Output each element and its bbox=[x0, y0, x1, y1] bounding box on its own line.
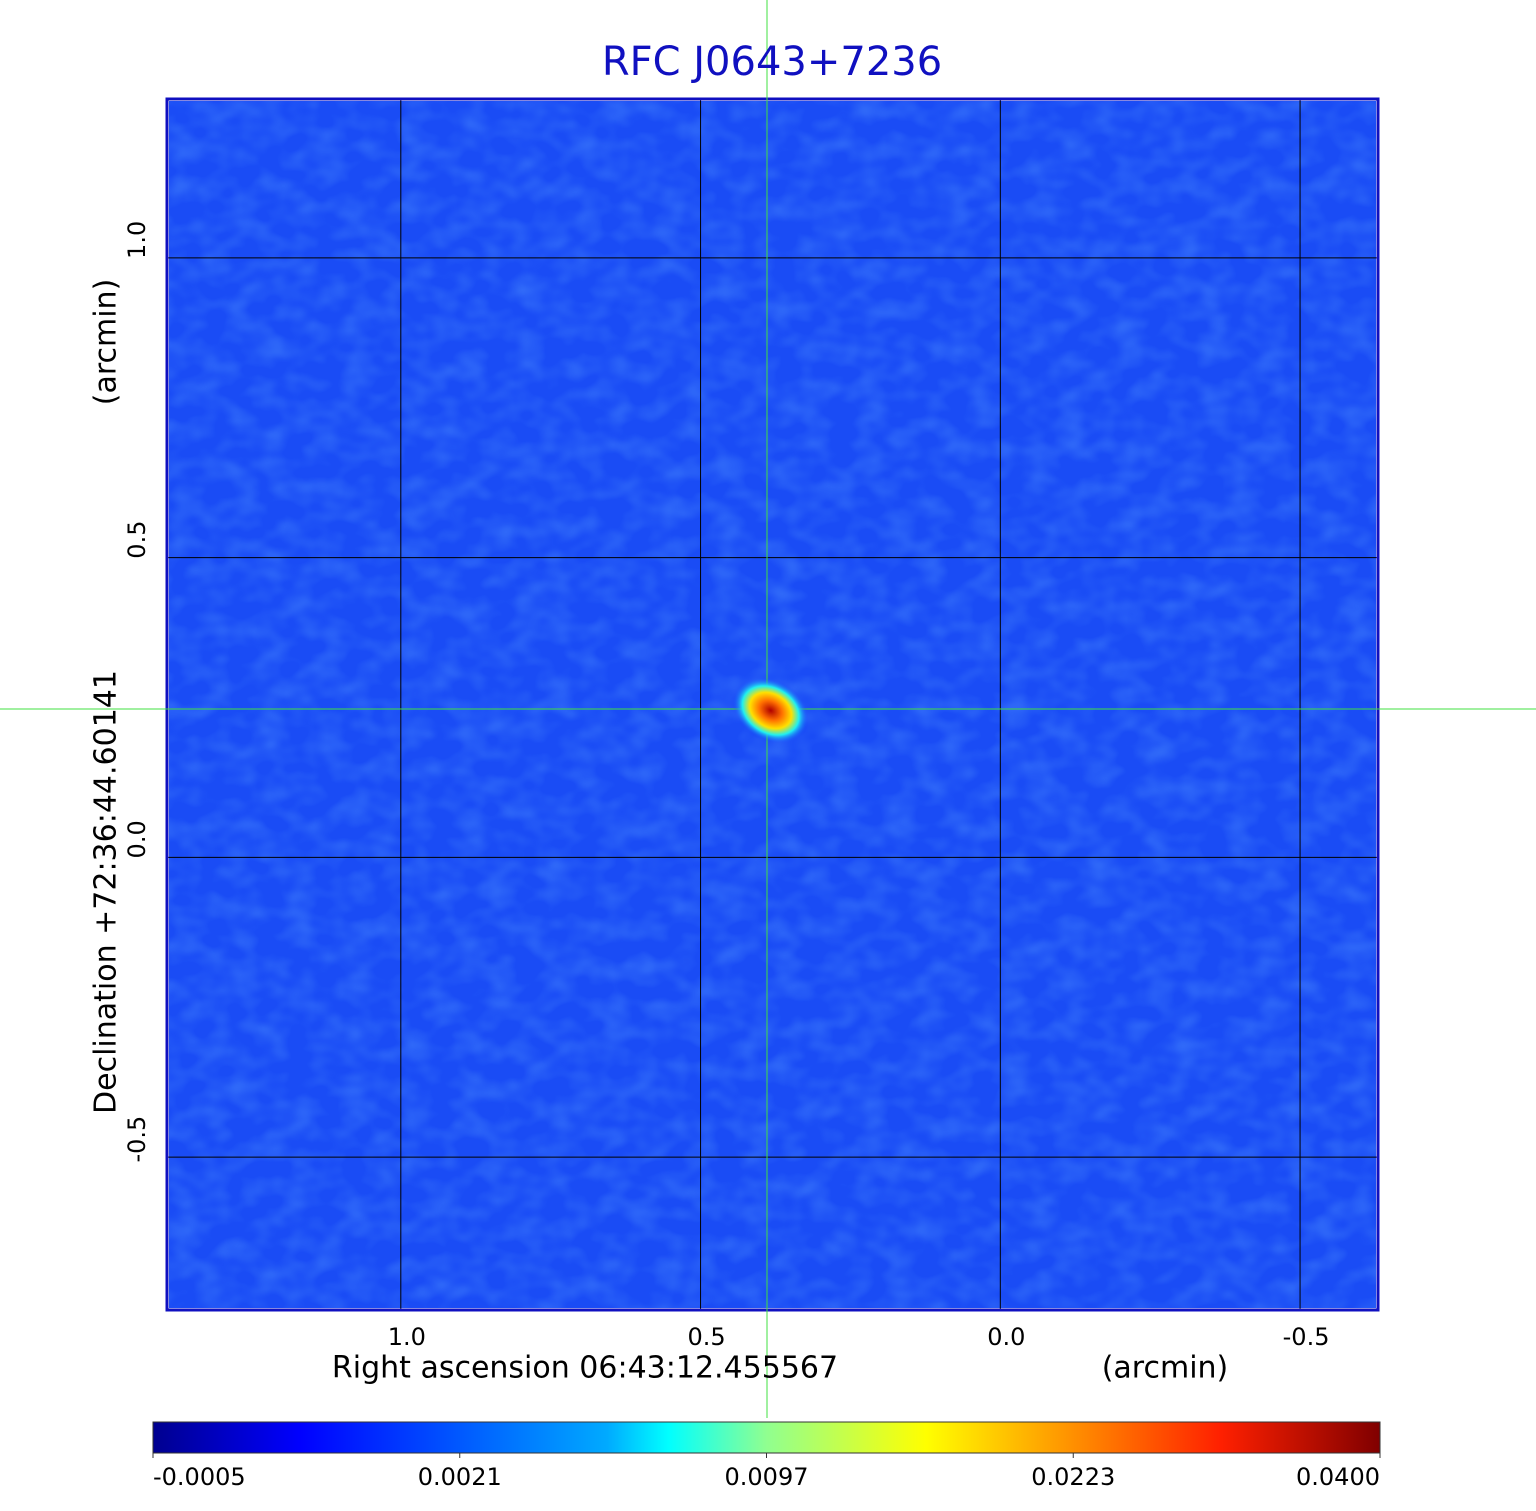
x-axis-label: Right ascension 06:43:12.455567 bbox=[332, 1351, 838, 1386]
y-tick-label: 1.0 bbox=[123, 221, 151, 259]
x-tick-label: 0.5 bbox=[687, 1323, 725, 1351]
colorbar-tick-label: -0.0005 bbox=[153, 1463, 246, 1491]
x-tick-label: 0.0 bbox=[987, 1323, 1025, 1351]
y-tick-label: 0.5 bbox=[123, 521, 151, 559]
colorbar-tick-label: 0.0223 bbox=[1031, 1463, 1115, 1491]
y-tick-label: 0.0 bbox=[123, 820, 151, 858]
colorbar-tick-label: 0.0021 bbox=[418, 1463, 502, 1491]
x-axis-unit: (arcmin) bbox=[1102, 1351, 1229, 1386]
plot-frame bbox=[165, 97, 1380, 1312]
source-peak bbox=[732, 677, 809, 744]
y-axis-unit: (arcmin) bbox=[89, 279, 124, 406]
colorbar-tick-label: 0.0097 bbox=[725, 1463, 809, 1491]
x-tick-label: 1.0 bbox=[388, 1323, 426, 1351]
colorbar bbox=[152, 1421, 1381, 1454]
y-tick-label: -0.5 bbox=[123, 1116, 151, 1163]
y-axis-label: Declination +72:36:44.60141 bbox=[89, 670, 124, 1114]
x-tick-label: -0.5 bbox=[1283, 1323, 1330, 1351]
colorbar-tick-label: 0.0400 bbox=[1296, 1463, 1380, 1491]
chart-title: RFC J0643+7236 bbox=[602, 39, 942, 85]
